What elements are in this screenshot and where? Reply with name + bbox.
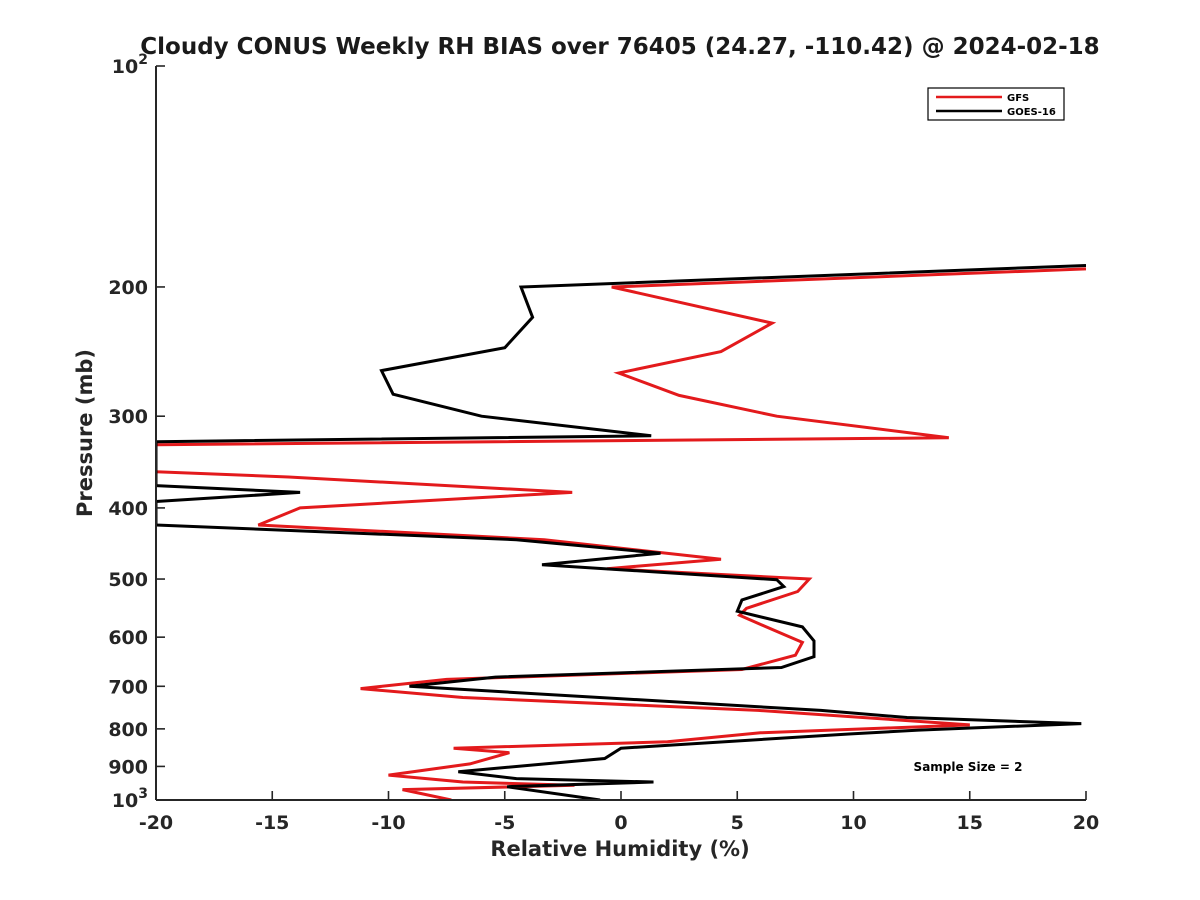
series-layer (156, 264, 1086, 800)
legend: GFS GOES-16 (927, 87, 1065, 121)
x-tick-label: 20 (1073, 812, 1099, 834)
legend-label-goes16: GOES-16 (1007, 107, 1056, 118)
x-tick-label: -15 (255, 812, 289, 834)
y-tick-label: 200 (108, 277, 148, 299)
y-tick-label: 600 (108, 627, 148, 649)
series-line-goes16 (156, 264, 1086, 800)
y-tick-label: 103 (112, 786, 148, 812)
x-axis-label: Relative Humidity (%) (490, 837, 749, 861)
x-tick-label: -10 (371, 812, 405, 834)
ticks-layer: -20 -15 -10 -5 0 5 10 15 20 102 200 300 400 500 600 700… (108, 52, 1099, 834)
x-tick-label: 5 (731, 812, 744, 834)
legend-box (927, 87, 1065, 121)
sample-size-annotation: Sample Size = 2 (914, 760, 1023, 774)
chart-title: Cloudy CONUS Weekly RH BIAS over 76405 (… (140, 34, 1099, 60)
y-tick-label: 500 (108, 569, 148, 591)
x-tick-label: 10 (840, 812, 866, 834)
x-tick-label: -20 (139, 812, 173, 834)
x-tick-label: -5 (494, 812, 515, 834)
y-tick-label: 102 (112, 52, 148, 78)
y-tick-label: 900 (108, 756, 148, 778)
y-tick-label: 800 (108, 719, 148, 741)
x-tick-label: 15 (957, 812, 983, 834)
y-tick-label: 700 (108, 676, 148, 698)
y-tick-label: 300 (108, 406, 148, 428)
x-tick-label: 0 (614, 812, 627, 834)
y-axis-label: Pressure (mb) (73, 349, 97, 517)
y-tick-label: 400 (108, 498, 148, 520)
legend-label-gfs: GFS (1007, 93, 1029, 104)
